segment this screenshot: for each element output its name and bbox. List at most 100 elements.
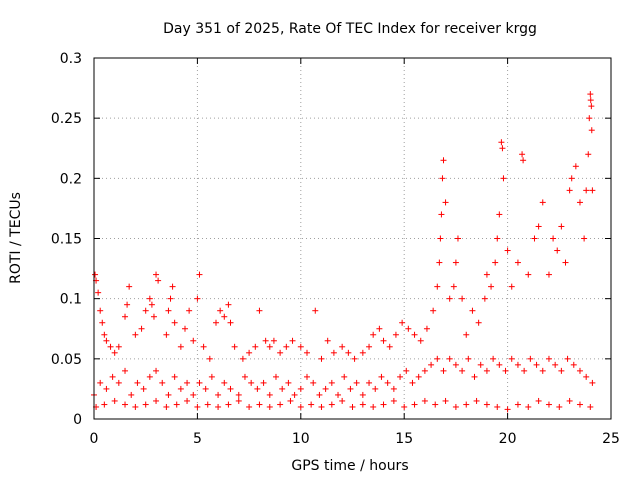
data-point [359, 391, 366, 398]
data-point [588, 127, 595, 134]
data-point [122, 313, 129, 320]
data-point [535, 223, 542, 230]
data-point [415, 373, 422, 380]
data-point [568, 175, 575, 182]
data-point [177, 343, 184, 350]
data-point [539, 199, 546, 206]
data-point [587, 91, 594, 98]
data-point [585, 151, 592, 158]
data-point [248, 379, 255, 386]
x-tick-label: 25 [602, 431, 620, 447]
data-point [277, 401, 284, 408]
data-point [132, 331, 139, 338]
data-point [587, 403, 594, 410]
data-point [359, 401, 366, 408]
data-point [92, 271, 99, 278]
data-point [194, 295, 201, 302]
data-point [520, 157, 527, 164]
data-point [576, 199, 583, 206]
data-point [122, 367, 129, 374]
data-point [153, 397, 160, 404]
data-point [437, 235, 444, 242]
data-point [459, 295, 466, 302]
data-point [452, 361, 459, 368]
data-point [328, 379, 335, 386]
data-point [324, 337, 331, 344]
data-point [99, 319, 106, 326]
data-point [272, 373, 279, 380]
data-point [359, 349, 366, 356]
data-point [502, 367, 509, 374]
data-point [583, 187, 590, 194]
data-point [525, 271, 532, 278]
data-point [138, 325, 145, 332]
data-point [204, 401, 211, 408]
data-point [376, 325, 383, 332]
y-tick-label: 0.05 [51, 352, 82, 368]
data-point [508, 355, 515, 362]
data-point [142, 401, 149, 408]
data-point [545, 401, 552, 408]
data-point [124, 301, 131, 308]
data-point [475, 319, 482, 326]
data-point [146, 373, 153, 380]
data-point [148, 301, 155, 308]
data-point [384, 379, 391, 386]
data-point [498, 139, 505, 146]
data-point [213, 319, 220, 326]
data-point [235, 397, 242, 404]
data-point [107, 343, 114, 350]
data-point [115, 379, 122, 386]
data-point [122, 401, 129, 408]
data-point [252, 343, 259, 350]
x-tick-label: 0 [90, 431, 99, 447]
data-point [581, 235, 588, 242]
data-point [446, 295, 453, 302]
data-point [514, 401, 521, 408]
data-point [514, 361, 521, 368]
data-point [335, 391, 342, 398]
data-point [481, 295, 488, 302]
data-point [184, 397, 191, 404]
data-point [115, 343, 122, 350]
data-point [583, 373, 590, 380]
data-point [227, 319, 234, 326]
data-point [527, 355, 534, 362]
data-point [378, 373, 385, 380]
data-point [279, 385, 286, 392]
data-point [186, 307, 193, 314]
data-point [101, 331, 108, 338]
data-point [111, 349, 118, 356]
axis-ticks [93, 57, 612, 420]
data-point [318, 355, 325, 362]
data-point [312, 307, 319, 314]
data-point [440, 367, 447, 374]
data-point [153, 367, 160, 374]
x-tick-label: 15 [395, 431, 413, 447]
data-point [308, 401, 315, 408]
data-point [304, 373, 311, 380]
data-point [494, 403, 501, 410]
y-tick-label: 0.25 [51, 111, 82, 127]
data-point [165, 391, 172, 398]
data-point [256, 307, 263, 314]
data-point [473, 397, 480, 404]
data-point [423, 325, 430, 332]
data-point [345, 349, 352, 356]
y-tick-label: 0.1 [60, 292, 82, 308]
data-point [225, 301, 232, 308]
data-point [146, 295, 153, 302]
data-point [142, 307, 149, 314]
data-point [208, 373, 215, 380]
data-point [155, 277, 162, 284]
data-point [370, 403, 377, 410]
data-point [576, 401, 583, 408]
data-point [289, 337, 296, 344]
data-point [351, 355, 358, 362]
data-point [558, 223, 565, 230]
data-point [215, 403, 222, 410]
data-point [372, 385, 379, 392]
data-point [341, 373, 348, 380]
data-point [221, 379, 228, 386]
